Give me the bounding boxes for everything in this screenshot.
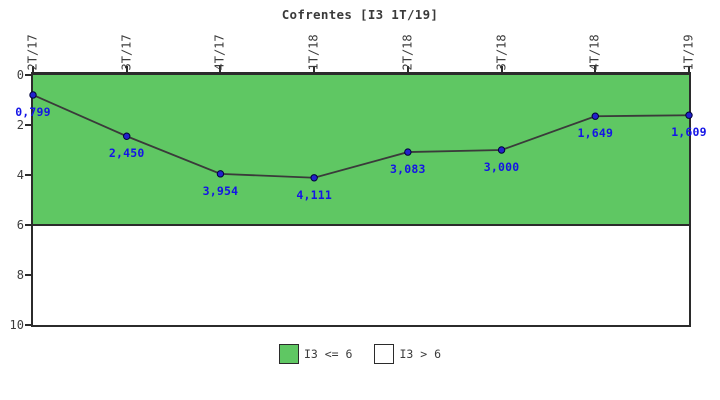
data-point-label: 3,954: [202, 183, 239, 198]
threshold-line: [33, 224, 689, 226]
y-axis-tick: [25, 124, 31, 126]
data-point-marker: [123, 132, 131, 140]
legend-item: I3 > 6: [374, 344, 441, 364]
y-axis-label: 4: [16, 168, 24, 182]
plot-border-bottom: [31, 325, 691, 327]
data-point-marker: [685, 111, 693, 119]
data-point-label: 1,649: [577, 126, 614, 141]
series-line: [32, 94, 690, 179]
x-axis-tick: [594, 66, 597, 72]
legend-swatch: [374, 344, 395, 364]
legend-swatch: [278, 344, 299, 364]
threshold-band: [33, 75, 689, 225]
y-axis-label: 6: [16, 218, 24, 232]
data-point-label: 3,000: [483, 160, 520, 174]
data-point-marker: [497, 146, 506, 154]
y-axis-label: 2: [16, 118, 24, 132]
data-point-marker: [216, 170, 225, 178]
data-point-marker: [29, 91, 37, 99]
data-point-label: 3,083: [390, 162, 426, 177]
y-axis-tick: [25, 174, 31, 176]
plot-border-right: [689, 72, 691, 327]
x-axis-tick: [32, 66, 34, 72]
x-axis-tick: [125, 66, 128, 72]
y-axis-tick: [25, 224, 31, 226]
y-axis-tick: [25, 274, 31, 276]
data-point-marker: [310, 174, 318, 182]
legend-label: I3 > 6: [399, 347, 441, 361]
x-axis-tick: [219, 66, 222, 72]
plot-border-top: [31, 72, 691, 75]
x-axis-tick: [313, 66, 316, 72]
y-axis-tick: [25, 324, 31, 326]
legend-label: I3 <= 6: [303, 347, 353, 361]
x-axis-tick: [406, 66, 409, 72]
legend-item: I3 <= 6: [278, 344, 353, 364]
y-axis-tick: [25, 74, 31, 76]
x-axis-tick: [688, 66, 690, 72]
data-point-marker: [404, 148, 412, 156]
y-axis-label: 0: [16, 68, 24, 82]
data-point-label: 2,450: [108, 146, 145, 161]
y-axis-label: 10: [9, 318, 24, 332]
chart-title: Cofrentes [I3 1T/19]: [281, 7, 439, 22]
y-axis-label: 8: [16, 268, 24, 282]
legend: I3 <= 6 I3 > 6: [0, 344, 720, 364]
plot-border-left: [31, 72, 33, 327]
data-point-label: 0,799: [15, 104, 51, 119]
data-point-label: 1,609: [671, 125, 707, 140]
x-axis-tick: [500, 66, 503, 72]
data-point-marker: [591, 112, 599, 120]
data-point-label: 4,111: [296, 187, 332, 202]
